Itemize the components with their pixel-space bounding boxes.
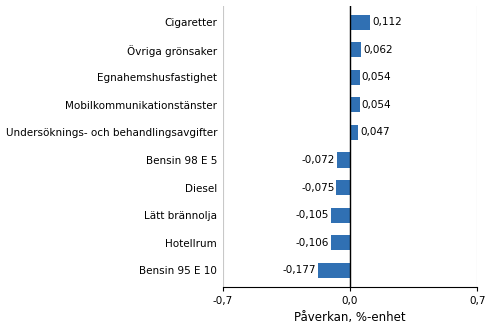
Text: 0,112: 0,112: [372, 17, 402, 27]
Text: -0,105: -0,105: [296, 210, 329, 220]
Bar: [350, 15, 370, 30]
Bar: [350, 70, 360, 85]
Text: 0,054: 0,054: [361, 72, 391, 82]
Text: 0,047: 0,047: [360, 127, 390, 137]
Bar: [336, 180, 350, 195]
Text: -0,075: -0,075: [301, 182, 334, 193]
Text: 0,054: 0,054: [361, 100, 391, 110]
Bar: [330, 235, 350, 250]
Bar: [350, 97, 360, 113]
Bar: [350, 125, 358, 140]
Bar: [318, 263, 350, 278]
Bar: [337, 152, 350, 168]
Text: -0,177: -0,177: [282, 265, 316, 275]
Text: -0,106: -0,106: [296, 238, 329, 248]
X-axis label: Påverkan, %-enhet: Påverkan, %-enhet: [294, 312, 406, 324]
Text: 0,062: 0,062: [363, 45, 393, 55]
Bar: [350, 42, 361, 57]
Text: -0,072: -0,072: [301, 155, 335, 165]
Bar: [331, 208, 350, 223]
